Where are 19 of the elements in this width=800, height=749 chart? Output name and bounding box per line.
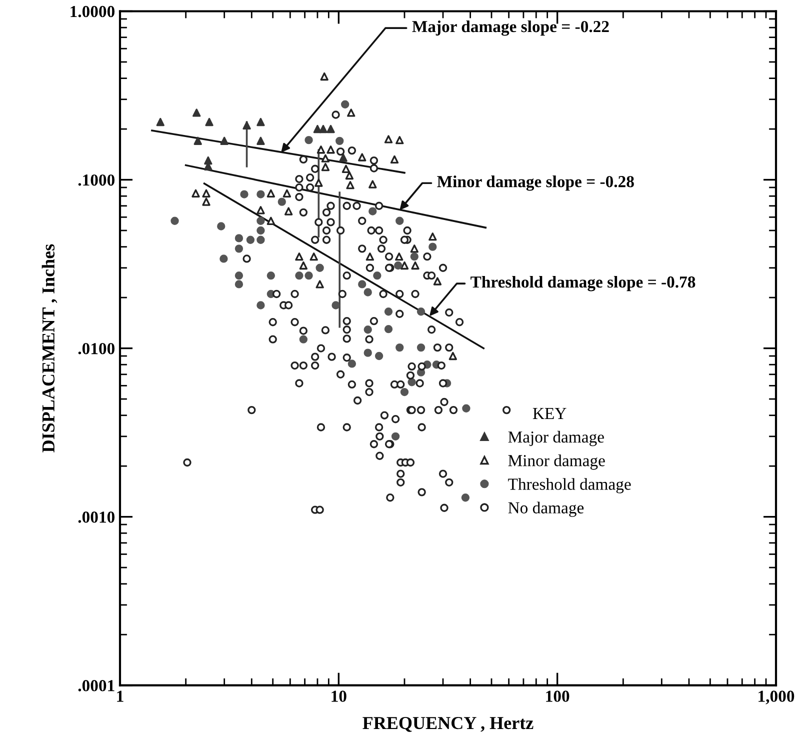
- y-tick-label: .0001: [78, 680, 114, 692]
- legend-label: Major damage: [508, 430, 604, 446]
- legend-label: Minor damage: [508, 454, 605, 470]
- x-tick-label: 1,000: [758, 690, 794, 704]
- legend-label: Threshold damage: [508, 478, 631, 494]
- y-tick-label: 1.0000: [70, 6, 115, 18]
- legend-title: KEY: [532, 408, 566, 419]
- annotation: Minor damage slope = -0.28: [437, 176, 634, 191]
- x-tick-label: 100: [546, 690, 570, 702]
- y-axis-title: DISPLACEMENT , Inches: [42, 244, 58, 452]
- legend-label: No damage: [508, 502, 584, 517]
- annotation: Threshold damage slope = -0.78: [470, 276, 696, 292]
- x-tick-label: 10: [332, 690, 346, 702]
- y-tick-label: .1000: [78, 174, 115, 186]
- y-tick-label: .0010: [78, 512, 115, 523]
- y-tick-label: .0100: [78, 342, 115, 354]
- x-axis-title: FREQUENCY , Hertz: [362, 716, 534, 732]
- x-tick-label: 1: [117, 690, 124, 702]
- annotation: Major damage slope = -0.22: [412, 20, 609, 36]
